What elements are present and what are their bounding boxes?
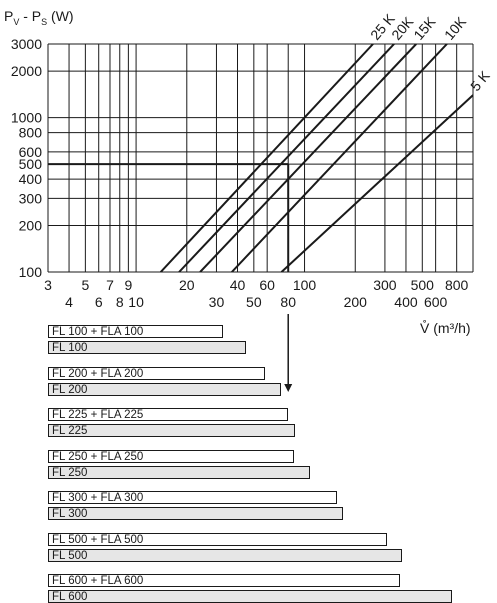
x-axis-title: V̊ (m³/h) — [420, 320, 471, 336]
y-tick-label: 100 — [19, 264, 43, 280]
bar-plain: FL 200 + FLA 200 — [48, 366, 265, 380]
series-line — [178, 44, 395, 272]
bar-plain: FL 100 + FLA 100 — [48, 325, 224, 338]
series-line — [159, 44, 374, 272]
y-tick-label: 200 — [19, 218, 43, 234]
x-tick-label: 4 — [65, 294, 73, 310]
bar-shaded: FL 300 — [48, 507, 344, 520]
y-tick-label: 1000 — [11, 110, 42, 126]
x-tick-label: 600 — [424, 294, 448, 310]
x-tick-label: 20 — [179, 277, 195, 293]
x-tick-label: 7 — [106, 277, 114, 293]
x-tick-label: 6 — [95, 294, 103, 310]
bar-shaded: FL 200 — [48, 382, 281, 396]
x-tick-label: 100 — [293, 277, 317, 293]
y-tick-label: 400 — [19, 171, 43, 187]
data-lines — [159, 44, 473, 272]
x-tick-label: 9 — [124, 277, 132, 293]
x-tick-label: 60 — [259, 277, 275, 293]
x-tick-label: 200 — [344, 294, 368, 310]
y-axis-title: PV - PS (W) — [4, 8, 74, 27]
bar-shaded: FL 600 — [48, 590, 452, 603]
x-tick-label: 30 — [209, 294, 225, 310]
x-tick-label: 500 — [411, 277, 435, 293]
y-tick-label: 2000 — [11, 63, 42, 79]
x-tick-label: 5 — [81, 277, 89, 293]
bar-shaded: FL 100 — [48, 341, 247, 354]
x-tick-label: 300 — [373, 277, 397, 293]
y-tick-label: 3000 — [11, 36, 42, 52]
series-line — [231, 44, 448, 272]
x-tick-label: 400 — [394, 294, 418, 310]
x-tick-label: 8 — [116, 294, 124, 310]
y-tick-label: 500 — [19, 156, 43, 172]
reading-arrow-head — [284, 384, 293, 392]
series-line — [280, 94, 473, 272]
x-tick-label: 50 — [246, 294, 262, 310]
bar-plain: FL 300 + FLA 300 — [48, 491, 337, 504]
x-tick-label: 80 — [280, 294, 296, 310]
bar-shaded: FL 250 — [48, 465, 311, 479]
series-line — [199, 44, 417, 272]
x-tick-label: 800 — [445, 277, 469, 293]
y-tick-label: 600 — [19, 144, 43, 160]
bar-plain: FL 250 + FLA 250 — [48, 449, 294, 463]
x-tick-label: 40 — [230, 277, 246, 293]
bar-plain: FL 600 + FLA 600 — [48, 574, 401, 587]
bar-plain: FL 225 + FLA 225 — [48, 408, 289, 421]
bar-shaded: FL 500 — [48, 548, 403, 562]
bar-shaded: FL 225 — [48, 424, 296, 437]
series-label: 15K — [410, 13, 439, 43]
y-tick-label: 300 — [19, 190, 43, 206]
y-tick-label: 800 — [19, 125, 43, 141]
x-tick-label: 3 — [44, 277, 52, 293]
series-label: 10K — [441, 13, 470, 43]
bar-plain: FL 500 + FLA 500 — [48, 532, 388, 546]
x-tick-label: 10 — [128, 294, 144, 310]
